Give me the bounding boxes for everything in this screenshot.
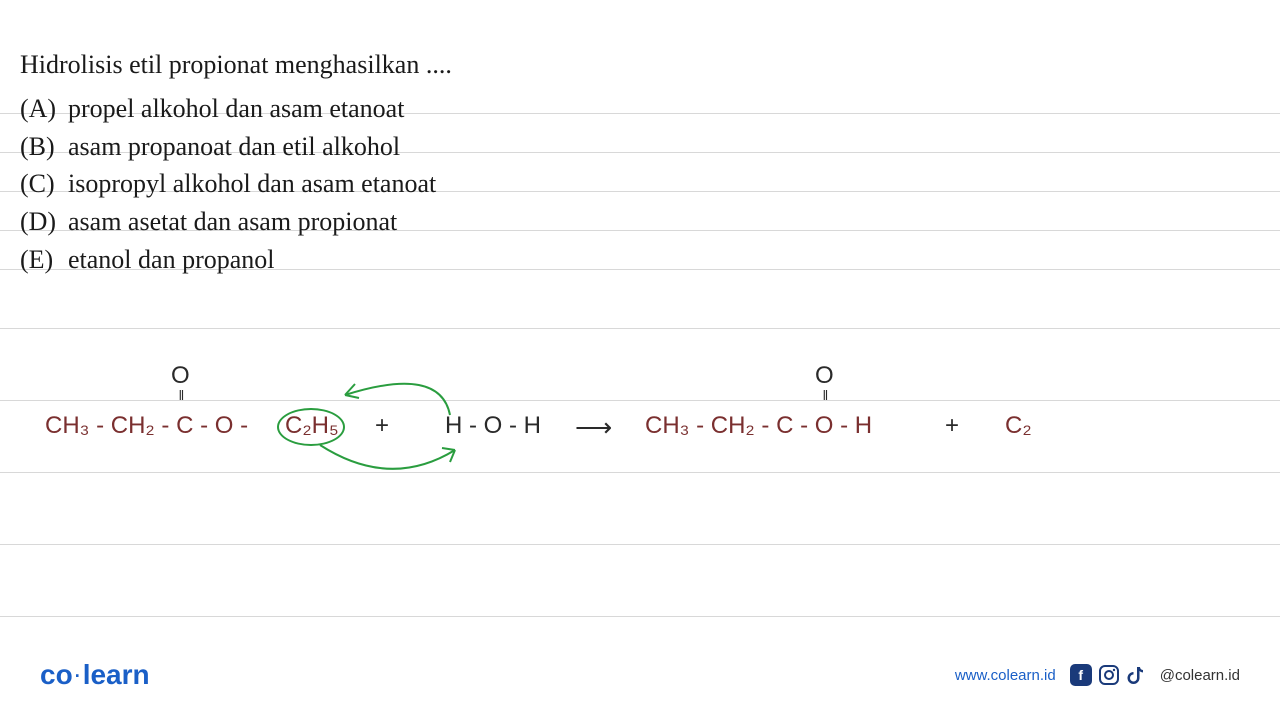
option-text: propel alkohol dan asam etanoat: [68, 94, 404, 123]
option-e: (E)etanol dan propanol: [20, 241, 1260, 279]
option-text: asam propanoat dan etil alkohol: [68, 132, 400, 161]
tiktok-icon: [1126, 664, 1146, 686]
option-a: (A)propel alkohol dan asam etanoat: [20, 90, 1260, 128]
social-handle: @colearn.id: [1160, 667, 1240, 684]
facebook-icon: f: [1070, 664, 1092, 686]
option-text: isopropyl alkohol dan asam etanoat: [68, 169, 436, 198]
option-d: (D)asam asetat dan asam propionat: [20, 203, 1260, 241]
rhs-acid: CH₃ - CH₂ - C - O - H: [645, 412, 872, 440]
chemical-equation: O ǁ CH₃ - CH₂ - C - O - C₂H₅ + H - O - H…: [45, 370, 1235, 520]
option-label: (D): [20, 203, 68, 241]
colearn-logo: co·learn: [40, 659, 150, 691]
instagram-icon: [1098, 664, 1120, 686]
option-label: (E): [20, 241, 68, 279]
curved-arrow-top: [300, 360, 480, 420]
footer-right: www.colearn.id f @colearn.id: [955, 664, 1240, 686]
reaction-arrow: ⟶: [575, 412, 612, 443]
option-text: etanol dan propanol: [68, 245, 275, 274]
social-icons: f: [1070, 664, 1146, 686]
rhs-c2: C₂: [1005, 412, 1032, 440]
option-c: (C)isopropyl alkohol dan asam etanoat: [20, 165, 1260, 203]
question-block: Hidrolisis etil propionat menghasilkan .…: [20, 50, 1260, 278]
option-label: (A): [20, 90, 68, 128]
option-label: (C): [20, 165, 68, 203]
option-b: (B)asam propanoat dan etil alkohol: [20, 128, 1260, 166]
plus-sign-2: +: [945, 412, 959, 440]
option-text: asam asetat dan asam propionat: [68, 207, 397, 236]
footer: co·learn www.colearn.id f @colearn.id: [0, 655, 1280, 695]
curved-arrow-bottom: [300, 440, 480, 490]
carbonyl-oxygen-rhs: O ǁ: [815, 364, 834, 402]
carbonyl-oxygen-lhs: O ǁ: [171, 364, 190, 402]
website-url: www.colearn.id: [955, 667, 1056, 684]
question-stem: Hidrolisis etil propionat menghasilkan .…: [20, 50, 1260, 80]
option-label: (B): [20, 128, 68, 166]
lhs-chain: CH₃ - CH₂ - C - O -: [45, 412, 248, 440]
